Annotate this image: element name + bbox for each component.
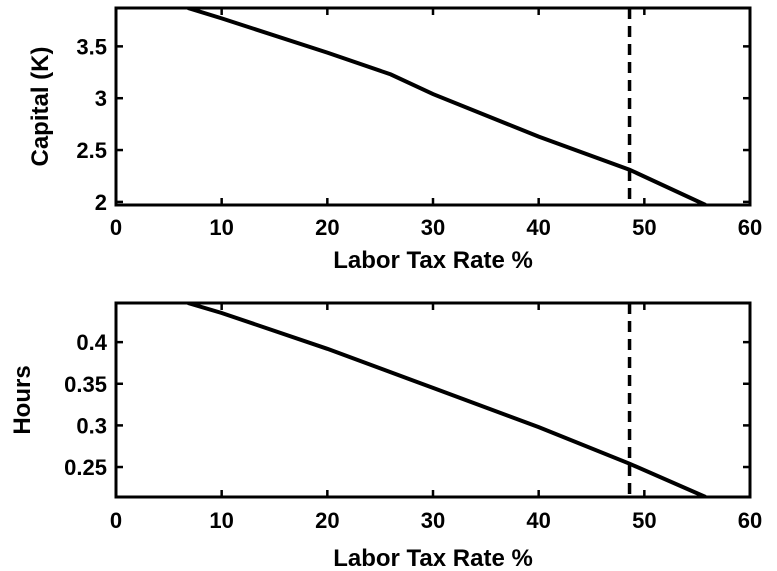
- y-axis-label: Capital (K): [27, 47, 54, 167]
- x-tick-label: 60: [738, 508, 762, 533]
- y-axis-label: Hours: [9, 365, 36, 434]
- x-axis-label: Labor Tax Rate %: [333, 247, 533, 274]
- x-tick-label: 50: [632, 508, 656, 533]
- y-tick-label: 2.5: [76, 138, 107, 163]
- x-tick-label: 60: [738, 215, 762, 240]
- y-tick-label: 0.35: [64, 372, 107, 397]
- chart-panel-2: 0 10 20 30 40 50 60 0.25 0.3 0.35 0.4 Labor Tax Rat…: [9, 301, 762, 571]
- x-tick-label: 20: [315, 508, 339, 533]
- series-line: [187, 303, 707, 497]
- x-tick-label: 40: [526, 215, 550, 240]
- y-tick-label: 3: [95, 86, 107, 111]
- y-tick-label: 0.4: [76, 330, 107, 355]
- plot-frame: [114, 301, 752, 499]
- y-tick-label: 0.3: [76, 413, 107, 438]
- plot-frame: [114, 6, 752, 207]
- x-tick-label: 50: [632, 215, 656, 240]
- x-axis-label: Labor Tax Rate %: [333, 545, 533, 571]
- x-tick-label: 10: [209, 508, 233, 533]
- chart-panel-1: 0 10 20 30 40 50 60 2 2.5 3 3.5 Labor Tax Rate % Cap…: [27, 6, 762, 274]
- x-tick-label: 40: [526, 508, 550, 533]
- x-tick-label: 0: [110, 215, 122, 240]
- y-tick-label: 3.5: [76, 34, 107, 59]
- x-tick-label: 30: [421, 215, 445, 240]
- y-tick-label: 2: [95, 190, 107, 215]
- y-tick-label: 0.25: [64, 455, 107, 480]
- x-tick-label: 20: [315, 215, 339, 240]
- series-line: [187, 8, 707, 205]
- x-tick-label: 0: [110, 508, 122, 533]
- x-tick-label: 10: [209, 215, 233, 240]
- x-tick-label: 30: [421, 508, 445, 533]
